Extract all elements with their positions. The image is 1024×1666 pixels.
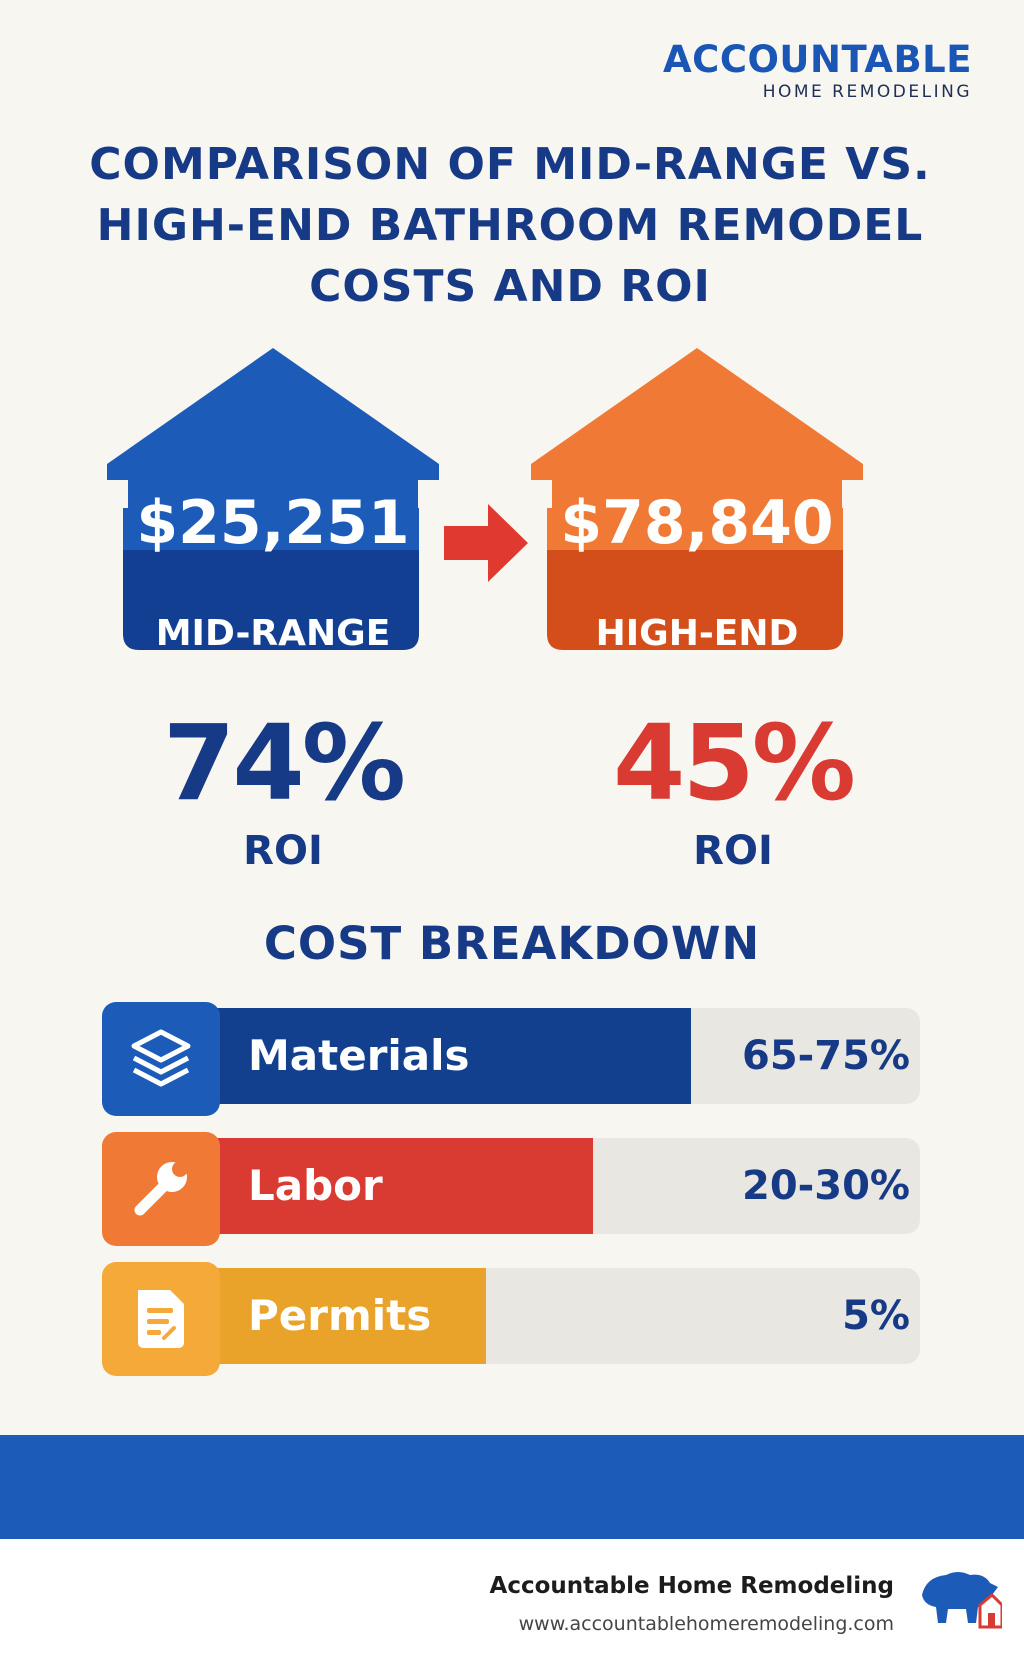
breakdown-row-permits: Permits 5% <box>102 1262 920 1376</box>
layers-icon <box>131 1029 191 1087</box>
breakdown-row-materials: Materials 65-75% <box>102 1002 920 1116</box>
mid-range-price: $25,251 <box>136 488 410 558</box>
cost-breakdown-title: COST BREAKDOWN <box>263 917 761 970</box>
brand-subtitle: HOME REMODELING <box>762 82 972 102</box>
breakdown-fill <box>162 1008 691 1104</box>
footer: Accountable Home Remodeling www.accounta… <box>0 1539 1024 1666</box>
house-blue-icon <box>107 348 439 650</box>
high-end-house: $78,840 HIGH-END <box>522 348 872 678</box>
page-title: COMPARISON OF MID-RANGE VS. HIGH-END BAT… <box>89 139 931 312</box>
breakdown-fill <box>162 1138 593 1234</box>
breakdown-row-labor: Labor 20-30% <box>102 1132 920 1246</box>
arrow-right-icon <box>444 504 528 582</box>
high-end-roi-label: ROI <box>693 828 773 874</box>
mid-range-roi-label: ROI <box>243 828 323 874</box>
brand-name: ACCOUNTABLE <box>663 38 972 81</box>
high-end-price: $78,840 <box>560 488 834 558</box>
footer-band <box>0 1435 1024 1539</box>
permits-percent: 5% <box>842 1293 910 1339</box>
bison-house-logo-icon <box>922 1572 1002 1629</box>
materials-percent: 65-75% <box>741 1033 910 1079</box>
permits-icon-box <box>102 1262 220 1376</box>
mid-range-house: $25,251 MID-RANGE <box>98 348 448 678</box>
footer-website-link[interactable]: www.accountablehomeremodeling.com <box>518 1613 894 1635</box>
mid-range-roi-percent: 74% <box>163 702 406 824</box>
wrench-icon <box>134 1161 188 1216</box>
high-end-roi-percent: 45% <box>613 702 856 824</box>
house-orange-icon <box>531 348 863 650</box>
labor-percent: 20-30% <box>741 1163 910 1209</box>
labor-icon-box <box>102 1132 220 1246</box>
labor-label: Labor <box>248 1161 383 1210</box>
footer-company-name: Accountable Home Remodeling <box>489 1573 894 1599</box>
document-icon <box>138 1290 184 1348</box>
permits-label: Permits <box>248 1291 432 1340</box>
high-end-label: HIGH-END <box>595 613 799 654</box>
mid-range-label: MID-RANGE <box>155 613 391 654</box>
materials-label: Materials <box>248 1031 470 1080</box>
materials-icon-box <box>102 1002 220 1116</box>
